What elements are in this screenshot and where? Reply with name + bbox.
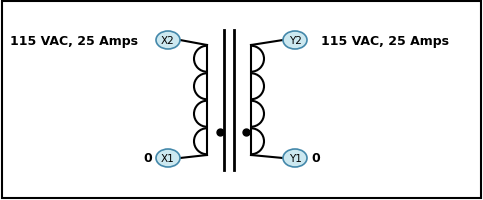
Text: 0: 0 [311,152,320,165]
Ellipse shape [156,149,180,167]
Text: Y2: Y2 [288,36,301,46]
Text: X2: X2 [161,36,175,46]
Text: X1: X1 [161,153,175,163]
Text: 0: 0 [143,152,152,165]
Text: Y1: Y1 [288,153,301,163]
Text: 115 VAC, 25 Amps: 115 VAC, 25 Amps [321,34,449,47]
Text: 115 VAC, 25 Amps: 115 VAC, 25 Amps [10,34,138,47]
Ellipse shape [283,32,307,50]
Ellipse shape [156,32,180,50]
Ellipse shape [283,149,307,167]
